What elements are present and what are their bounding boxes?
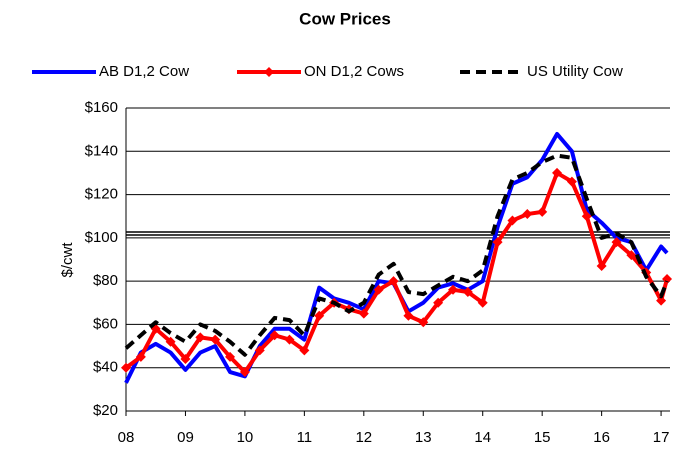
series-marker	[656, 295, 667, 306]
x-tick-label: 16	[593, 429, 610, 446]
x-tick-label: 10	[237, 429, 254, 446]
y-tick-label: $60	[93, 315, 118, 332]
series-marker	[180, 354, 191, 365]
series-marker	[552, 167, 563, 178]
series-marker	[447, 284, 458, 295]
series-marker	[299, 345, 310, 356]
series-marker	[225, 351, 236, 362]
series-marker	[358, 308, 369, 319]
y-tick-label: $160	[85, 99, 118, 116]
series-marker	[626, 250, 637, 261]
x-tick-label: 13	[415, 429, 432, 446]
x-tick-label: 12	[355, 429, 372, 446]
series-marker	[522, 209, 533, 220]
series-marker	[492, 237, 503, 248]
y-tick-label: $40	[93, 359, 118, 376]
series-marker	[462, 286, 473, 297]
x-tick-label: 09	[177, 429, 194, 446]
series-marker	[373, 284, 384, 295]
series-marker	[254, 345, 265, 356]
series-line	[124, 131, 669, 384]
series-marker	[388, 276, 399, 287]
legend-label: AB D1,2 Cow	[99, 63, 189, 80]
series-marker	[269, 330, 280, 341]
x-tick-label: 14	[474, 429, 491, 446]
series-marker	[662, 273, 673, 284]
y-axis-label: $/cwt	[59, 242, 76, 278]
series-marker	[195, 332, 206, 343]
series-marker	[477, 297, 488, 308]
y-tick-label: $80	[93, 272, 118, 289]
series-marker	[135, 351, 146, 362]
series-marker	[433, 297, 444, 308]
y-tick-label: $100	[85, 229, 118, 246]
series-marker	[239, 367, 250, 378]
legend-label: ON D1,2 Cows	[304, 63, 404, 80]
series-marker	[284, 334, 295, 345]
series-marker	[403, 310, 414, 321]
y-tick-label: $120	[85, 186, 118, 203]
series-marker	[210, 334, 221, 345]
series-line	[124, 170, 669, 375]
series-marker	[418, 317, 429, 328]
x-tick-label: 17	[653, 429, 670, 446]
series-marker	[165, 336, 176, 347]
y-tick-label: $140	[85, 142, 118, 159]
y-tick-label: $20	[93, 402, 118, 419]
series-marker	[314, 310, 325, 321]
series-marker	[507, 215, 518, 226]
series-line	[124, 153, 669, 357]
chart-title: Cow Prices	[299, 9, 391, 28]
legend-label: US Utility Cow	[527, 63, 623, 80]
series-marker	[611, 237, 622, 248]
x-tick-label: 11	[297, 429, 313, 446]
x-tick-label: 15	[534, 429, 551, 446]
legend-marker	[264, 67, 274, 77]
series-marker	[566, 176, 577, 187]
x-tick-label: 08	[118, 429, 135, 446]
series-marker	[581, 211, 592, 222]
series-marker	[596, 260, 607, 271]
series-marker	[121, 362, 131, 373]
series-marker	[537, 206, 548, 217]
